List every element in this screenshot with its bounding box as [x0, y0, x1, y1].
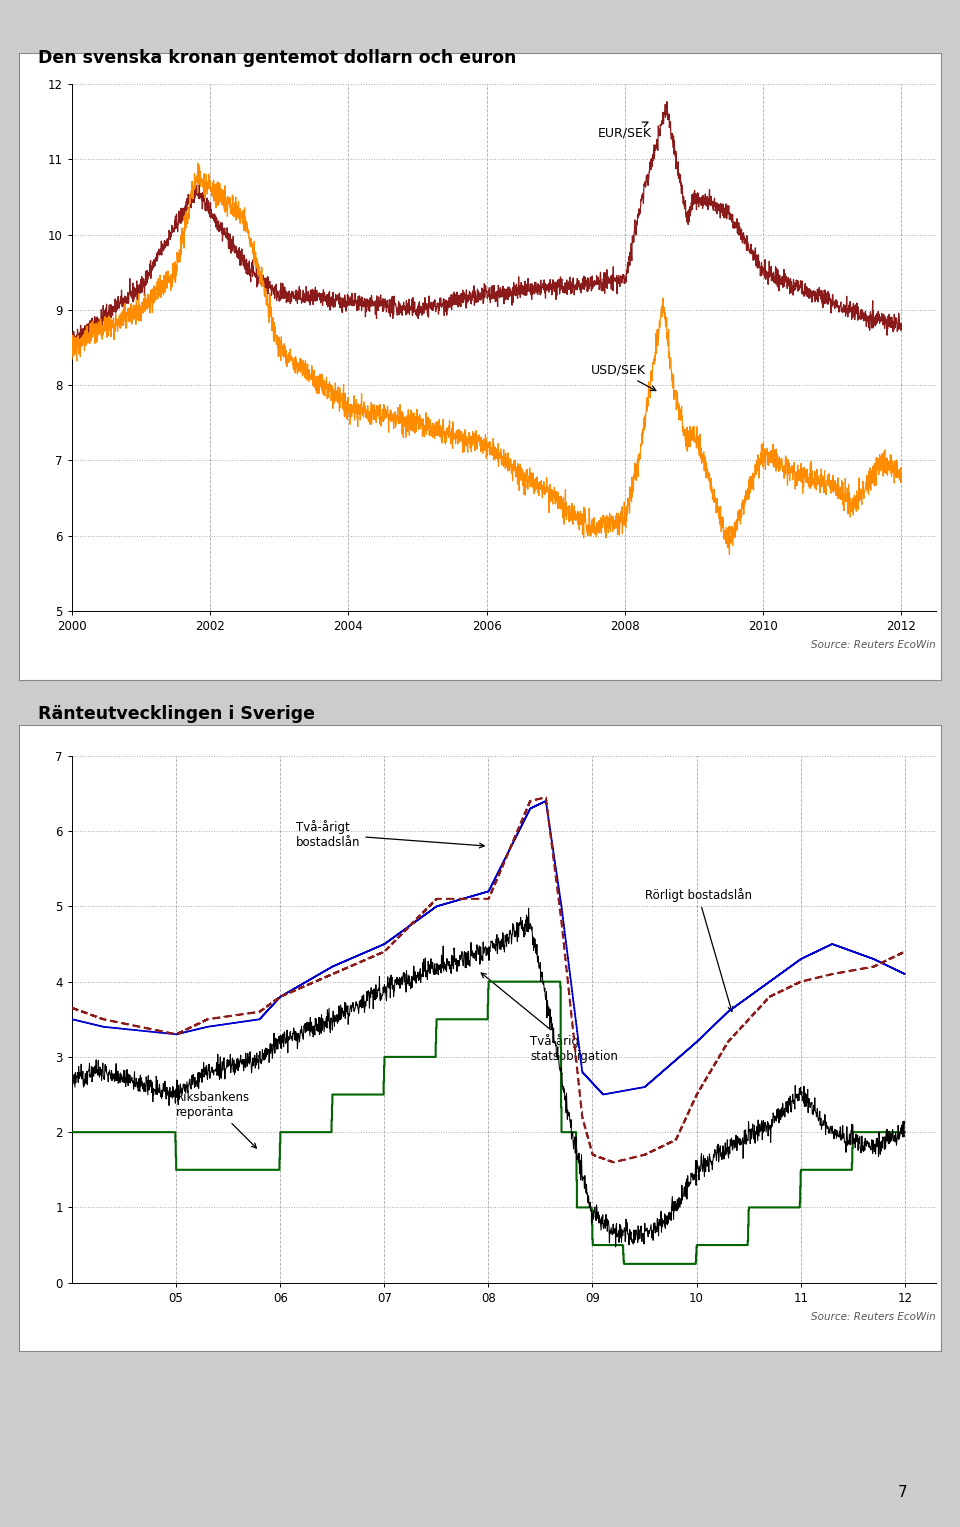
Text: Två-årigt
bostadslån: Två-årigt bostadslån [296, 820, 484, 849]
Text: Ränteutvecklingen i Sverige: Ränteutvecklingen i Sverige [38, 705, 316, 724]
Text: USD/SEK: USD/SEK [590, 363, 656, 391]
Text: Den svenska kronan gentemot dollarn och euron: Den svenska kronan gentemot dollarn och … [38, 49, 516, 67]
Text: 7: 7 [898, 1484, 907, 1500]
Text: Riksbankens
reporänta: Riksbankens reporänta [176, 1090, 256, 1148]
Text: Rörligt bostadslån: Rörligt bostadslån [644, 887, 752, 1011]
Text: Source: Reuters EcoWin: Source: Reuters EcoWin [811, 1312, 936, 1322]
Text: Source: Reuters EcoWin: Source: Reuters EcoWin [811, 640, 936, 651]
Text: EUR/SEK: EUR/SEK [597, 122, 651, 139]
Text: Två-årig
statsobligation: Två-årig statsobligation [481, 973, 618, 1063]
